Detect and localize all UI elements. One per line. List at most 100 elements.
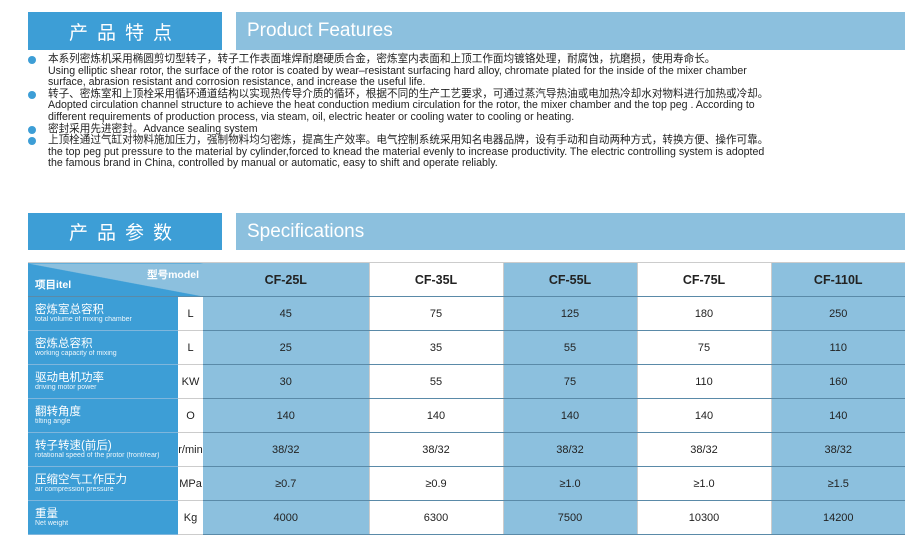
unit-cell: r/min — [178, 432, 203, 467]
table-row: 压缩空气工作压力 air compression pressure MPa ≥0.7 ≥… — [28, 466, 905, 501]
bullet-icon — [28, 125, 36, 134]
value-cell: 140 — [771, 398, 905, 433]
value-cell: ≥1.0 — [636, 466, 772, 501]
unit-cell: KW — [178, 364, 203, 399]
value-cell: 30 — [203, 364, 369, 399]
table-row: 驱动电机功率 driving motor power KW 30 55 75 110 160 — [28, 364, 905, 399]
value-cell: 55 — [368, 364, 504, 399]
row-label: 密炼室总容积 total volume of mixing chamber — [28, 296, 178, 331]
value-cell: 38/32 — [503, 432, 637, 467]
table-row: 密炼总容积 working capacity of mixing L 25 35 55 75… — [28, 330, 905, 365]
features-list: 本系列密炼机采用椭圆剪切型转子，转子工作表面堆焊耐磨硬质合金，密炼室内表面和上顶… — [24, 53, 914, 170]
table-row: 翻转角度 tilting angle O 140 140 140 140 140 — [28, 398, 905, 433]
feature-line: Using elliptic shear rotor, the surface … — [48, 64, 747, 77]
row-label: 压缩空气工作压力 air compression pressure — [28, 466, 178, 501]
row-label: 驱动电机功率 driving motor power — [28, 364, 178, 399]
feature-line: 本系列密炼机采用椭圆剪切型转子，转子工作表面堆焊耐磨硬质合金，密炼室内表面和上顶… — [48, 53, 716, 65]
features-header-en: Product Features — [236, 12, 905, 50]
feature-line: 上顶栓通过气缸对物料施加压力，强制物料均匀密炼，提高生产效率。电气控制系统采用知… — [48, 134, 769, 147]
row-label-cn: 驱动电机功率 — [35, 371, 104, 384]
value-cell: 75 — [636, 330, 772, 365]
corner-cell: 型号model 项目itel — [28, 262, 203, 297]
value-cell: 140 — [368, 398, 504, 433]
model-header: CF-75L — [636, 262, 772, 297]
model-header: CF-35L — [368, 262, 504, 297]
bullet-icon — [28, 137, 36, 146]
value-cell: 38/32 — [203, 432, 369, 467]
corner-item-label: 项目itel — [35, 279, 72, 291]
value-cell: 140 — [203, 398, 369, 433]
value-cell: 6300 — [368, 500, 504, 535]
row-label-cn: 密炼总容积 — [35, 337, 93, 350]
value-cell: 14200 — [771, 500, 905, 535]
row-label: 重量 Net weight — [28, 500, 178, 535]
feature-item: 本系列密炼机采用椭圆剪切型转子，转子工作表面堆焊耐磨硬质合金，密炼室内表面和上顶… — [24, 53, 914, 89]
bullet-icon — [28, 56, 36, 64]
value-cell: 140 — [636, 398, 772, 433]
bullet-icon — [28, 90, 36, 99]
unit-cell: L — [178, 330, 203, 365]
features-header-cn: 产品特点 — [28, 12, 222, 50]
value-cell: 140 — [503, 398, 637, 433]
value-cell: 110 — [636, 364, 772, 399]
specs-table: 型号model 项目itel CF-25L CF-35L CF-55L CF-75L C… — [28, 262, 905, 535]
row-label: 翻转角度 tilting angle — [28, 398, 178, 433]
model-header: CF-110L — [771, 262, 905, 297]
row-label: 密炼总容积 working capacity of mixing — [28, 330, 178, 365]
value-cell: 250 — [771, 296, 905, 331]
value-cell: 110 — [771, 330, 905, 365]
row-label-en: air compression pressure — [35, 485, 114, 493]
value-cell: 10300 — [636, 500, 772, 535]
value-cell: 38/32 — [636, 432, 772, 467]
value-cell: ≥1.5 — [771, 466, 905, 501]
feature-line: the top peg put pressure to the material… — [48, 145, 765, 158]
value-cell: 35 — [368, 330, 504, 365]
table-row: 重量 Net weight Kg 4000 6300 7500 10300 14200 — [28, 500, 905, 535]
table-row: 密炼室总容积 total volume of mixing chamber L 45 7… — [28, 296, 905, 331]
value-cell: 125 — [503, 296, 637, 331]
row-label-en: tilting angle — [35, 417, 71, 425]
value-cell: ≥0.9 — [368, 466, 504, 501]
feature-line: the famous brand in China, controlled by… — [48, 157, 498, 170]
row-label-en: working capacity of mixing — [35, 349, 117, 357]
value-cell: 4000 — [203, 500, 369, 535]
row-label-en: rotational speed of the protor (front/re… — [35, 451, 160, 459]
value-cell: 75 — [368, 296, 504, 331]
unit-cell: MPa — [178, 466, 203, 501]
row-label-en: driving motor power — [35, 383, 97, 391]
unit-cell: Kg — [178, 500, 203, 535]
value-cell: 7500 — [503, 500, 637, 535]
row-label: 转子转速(前后) rotational speed of the protor (… — [28, 432, 178, 467]
specs-header-en: Specifications — [236, 213, 905, 250]
value-cell: 55 — [503, 330, 637, 365]
table-row: 转子转速(前后) rotational speed of the protor (… — [28, 432, 905, 467]
value-cell: 38/32 — [771, 432, 905, 467]
value-cell: 45 — [203, 296, 369, 331]
feature-line: surface, abrasion resistant and corrosio… — [48, 76, 426, 89]
feature-item: 上顶栓通过气缸对物料施加压力，强制物料均匀密炼，提高生产效率。电气控制系统采用知… — [24, 135, 914, 170]
row-label-cn: 重量 — [35, 507, 58, 520]
value-cell: 180 — [636, 296, 772, 331]
row-label-cn: 压缩空气工作压力 — [35, 473, 127, 486]
row-label-en: total volume of mixing chamber — [35, 315, 132, 323]
unit-cell: O — [178, 398, 203, 433]
feature-line: different requirements of production pro… — [48, 110, 575, 123]
feature-line: 转子、密炼室和上顶栓采用循环通道结构以实现热传导介质的循环，根据不同的生产工艺要… — [48, 87, 769, 100]
unit-cell: L — [178, 296, 203, 331]
specs-header-cn: 产品参数 — [28, 213, 222, 250]
value-cell: 25 — [203, 330, 369, 365]
row-label-en: Net weight — [35, 519, 69, 527]
model-header: CF-55L — [503, 262, 637, 297]
corner-model-label: 型号model — [147, 269, 199, 281]
feature-item: 转子、密炼室和上顶栓采用循环通道结构以实现热传导介质的循环，根据不同的生产工艺要… — [24, 87, 914, 124]
value-cell: ≥0.7 — [203, 466, 369, 501]
value-cell: 75 — [503, 364, 637, 399]
value-cell: 38/32 — [368, 432, 504, 467]
value-cell: ≥1.0 — [503, 466, 637, 501]
model-header: CF-25L — [203, 262, 369, 297]
feature-item: 密封采用先进密封。Advance sealing system — [24, 123, 914, 136]
row-label-cn: 转子转速(前后) — [35, 439, 112, 452]
row-label-cn: 翻转角度 — [35, 405, 81, 418]
row-label-cn: 密炼室总容积 — [35, 303, 104, 316]
value-cell: 160 — [771, 364, 905, 399]
